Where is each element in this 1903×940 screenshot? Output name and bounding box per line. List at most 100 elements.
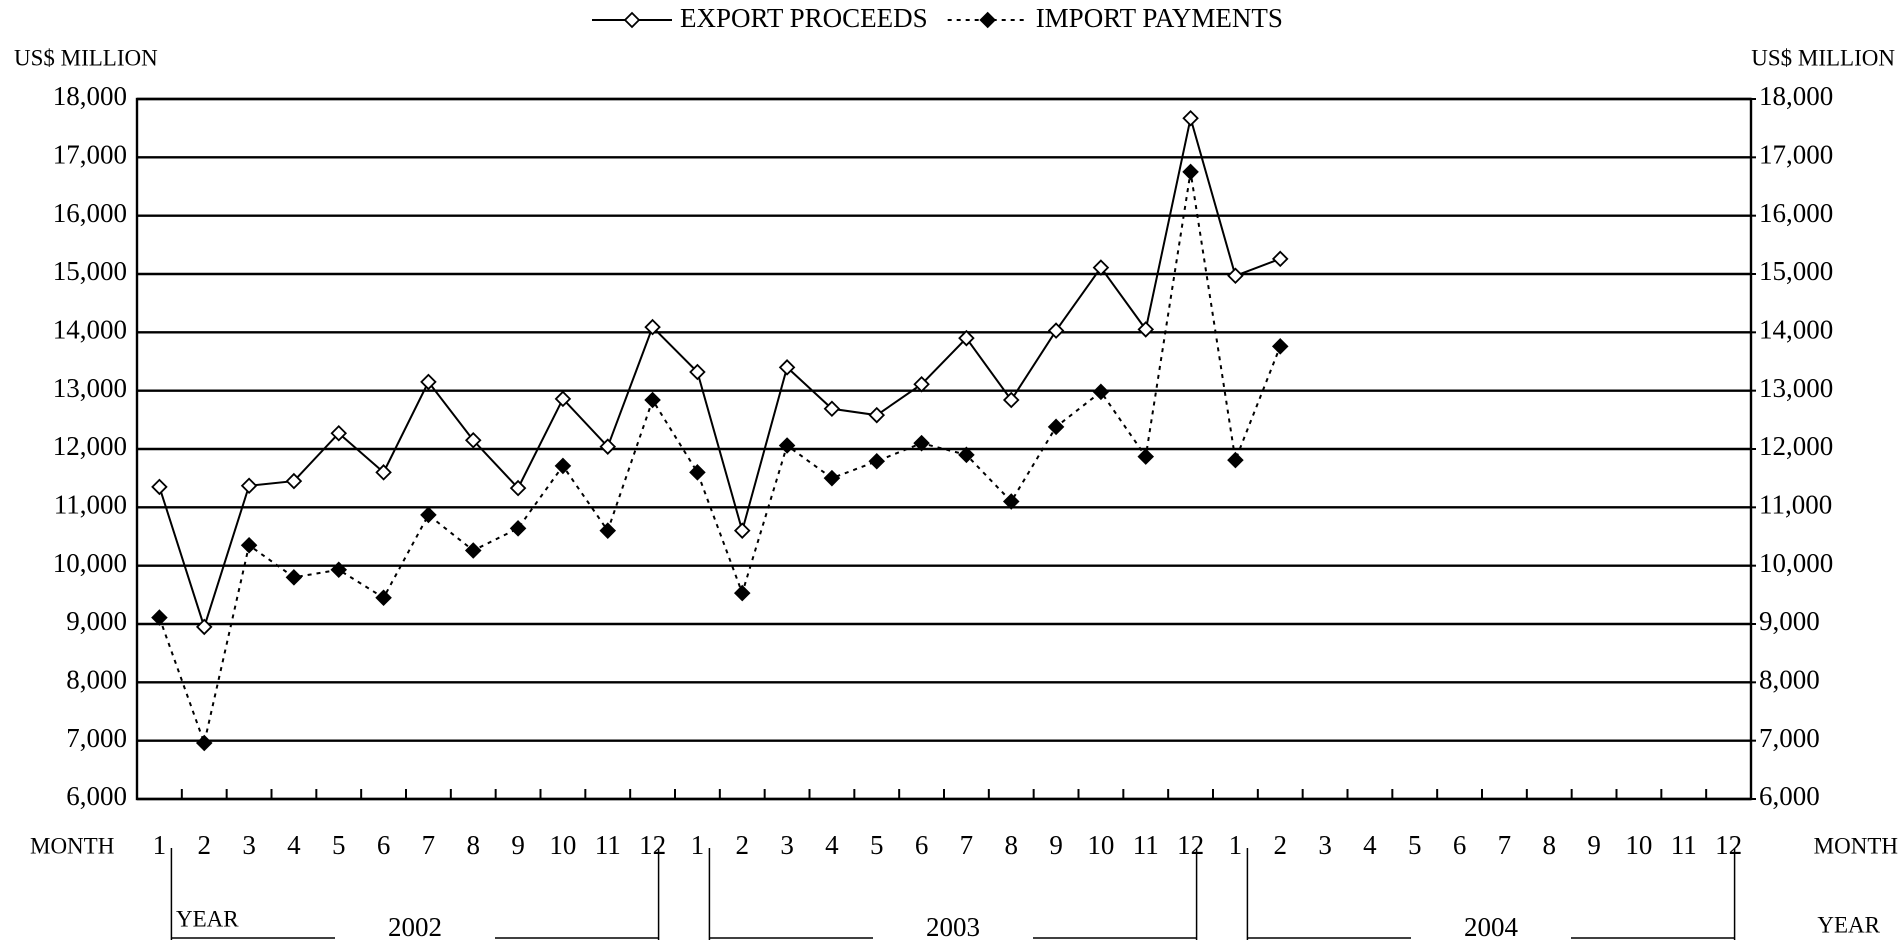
y2-tick-label: 14,000 — [1759, 315, 1833, 345]
x-axis-label: MONTH — [30, 833, 114, 858]
data-point — [823, 400, 841, 418]
data-point — [195, 734, 213, 752]
legend-label: EXPORT PROCEEDS — [680, 3, 928, 33]
data-point — [1137, 448, 1155, 465]
data-point — [1002, 391, 1020, 409]
data-point — [823, 469, 841, 487]
x-tick-label: 9 — [1049, 830, 1063, 860]
data-point — [554, 390, 572, 408]
x-tick-label: 5 — [1408, 830, 1422, 860]
data-point — [285, 569, 303, 586]
y2-tick-label: 15,000 — [1759, 256, 1833, 286]
y2-tick-label: 12,000 — [1759, 431, 1833, 461]
y2-tick-label: 10,000 — [1759, 548, 1833, 578]
x-tick-label: 8 — [1543, 830, 1557, 860]
y-tick-label: 10,000 — [53, 548, 127, 578]
y2-tick-label: 9,000 — [1759, 606, 1820, 636]
x-tick-label: 11 — [1671, 830, 1697, 860]
data-point — [958, 329, 975, 347]
x-axis-label: MONTH — [1814, 833, 1898, 858]
year-label: YEAR — [1817, 912, 1880, 937]
data-point — [375, 589, 392, 607]
y-tick-label: 18,000 — [53, 81, 127, 111]
y2-tick-label: 7,000 — [1759, 723, 1820, 753]
legend-marker — [979, 11, 996, 29]
data-point — [1182, 109, 1199, 127]
x-tick-label: 1 — [153, 830, 167, 860]
y2-axis-label: US$ MILLION — [1751, 45, 1895, 70]
x-tick-label: 4 — [287, 830, 301, 860]
y2-tick-label: 8,000 — [1759, 665, 1820, 695]
data-point — [599, 522, 617, 539]
data-point — [1002, 493, 1020, 510]
data-point — [464, 542, 482, 559]
y-tick-label: 6,000 — [66, 781, 127, 811]
data-point — [733, 522, 751, 539]
x-tick-label: 3 — [780, 830, 794, 860]
x-tick-label: 2 — [1274, 830, 1288, 860]
x-tick-label: 9 — [1587, 830, 1601, 860]
data-point — [778, 437, 796, 454]
year-label: YEAR — [176, 906, 239, 931]
data-point — [195, 618, 213, 636]
data-point — [375, 464, 392, 481]
x-tick-label: 12 — [1177, 830, 1204, 860]
data-point — [1047, 322, 1065, 339]
year-label: 2002 — [388, 912, 442, 940]
x-tick-label: 7 — [422, 830, 436, 860]
x-tick-label: 10 — [1087, 830, 1114, 860]
data-point — [509, 479, 527, 497]
data-point — [285, 472, 303, 490]
x-tick-label: 11 — [595, 830, 621, 860]
data-point — [913, 375, 930, 393]
y2-tick-label: 17,000 — [1759, 140, 1833, 170]
x-tick-label: 12 — [639, 830, 666, 860]
data-point — [1092, 383, 1110, 401]
y-tick-label: 16,000 — [53, 198, 127, 228]
data-point — [464, 431, 482, 449]
y2-tick-label: 16,000 — [1759, 198, 1833, 228]
y2-tick-label: 13,000 — [1759, 373, 1833, 403]
data-point — [1227, 451, 1244, 469]
data-point — [509, 520, 527, 537]
x-tick-label: 6 — [1453, 830, 1467, 860]
data-point — [689, 464, 706, 481]
y-tick-label: 7,000 — [66, 723, 127, 753]
x-tick-label: 5 — [332, 830, 346, 860]
data-point — [330, 561, 348, 579]
x-tick-label: 3 — [1318, 830, 1332, 860]
x-tick-label: 8 — [467, 830, 481, 860]
data-point — [868, 406, 886, 424]
data-point — [151, 478, 168, 496]
x-tick-label: 3 — [242, 830, 256, 860]
data-point — [420, 506, 437, 524]
x-tick-label: 7 — [960, 830, 974, 860]
year-label: 2003 — [926, 912, 980, 940]
y-tick-label: 15,000 — [53, 256, 127, 286]
y-tick-label: 13,000 — [53, 373, 127, 403]
x-tick-label: 1 — [1229, 830, 1243, 860]
data-point — [1047, 418, 1065, 436]
x-tick-label: 9 — [511, 830, 525, 860]
series-line — [158, 117, 1281, 631]
x-tick-label: 2 — [198, 830, 212, 860]
y-tick-label: 9,000 — [66, 606, 127, 636]
x-tick-label: 2 — [736, 830, 750, 860]
data-point — [868, 452, 886, 470]
data-point — [644, 318, 661, 336]
data-point — [778, 359, 796, 376]
data-point — [554, 457, 572, 475]
data-point — [1227, 267, 1244, 285]
x-tick-label: 10 — [549, 830, 576, 860]
x-tick-label: 10 — [1625, 830, 1652, 860]
x-tick-label: 4 — [825, 830, 839, 860]
data-point — [599, 438, 617, 455]
data-point — [240, 477, 258, 495]
data-point — [913, 434, 930, 452]
data-point — [958, 446, 975, 464]
data-point — [733, 584, 751, 602]
y-axis-label: US$ MILLION — [14, 45, 158, 70]
x-tick-label: 7 — [1498, 830, 1512, 860]
data-point — [1271, 250, 1289, 268]
